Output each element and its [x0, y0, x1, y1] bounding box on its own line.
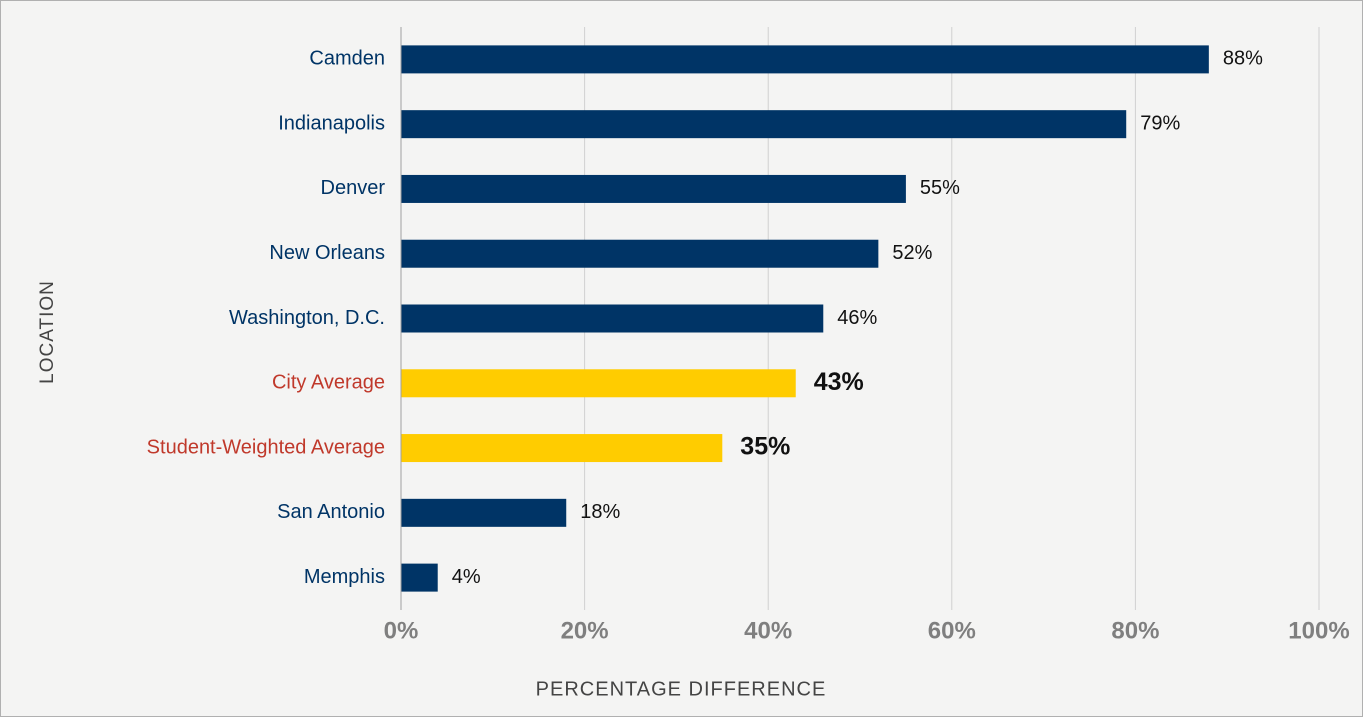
- value-label: 52%: [892, 242, 932, 264]
- x-tick-label: 40%: [744, 617, 792, 644]
- y-tick-label: City Average: [272, 372, 385, 394]
- bar: [401, 110, 1127, 139]
- y-tick-label: Indianapolis: [278, 112, 385, 134]
- bar: [401, 434, 723, 463]
- x-tick-label: 60%: [928, 617, 976, 644]
- value-label: 79%: [1140, 112, 1180, 134]
- y-tick-label: Washington, D.C.: [229, 307, 385, 329]
- x-tick-label: 20%: [561, 617, 609, 644]
- bar: [401, 45, 1209, 74]
- bar: [401, 174, 906, 203]
- y-tick-label: New Orleans: [269, 242, 385, 264]
- value-label: 55%: [920, 177, 960, 199]
- y-tick-label: Denver: [321, 177, 386, 199]
- x-tick-label: 80%: [1111, 617, 1159, 644]
- y-tick-label: Student-Weighted Average: [147, 436, 385, 458]
- value-label: 35%: [740, 433, 790, 461]
- bar: [401, 498, 567, 527]
- x-tick-label: 0%: [384, 617, 419, 644]
- bar: [401, 304, 824, 333]
- value-label: 43%: [814, 368, 864, 396]
- y-axis-title: LOCATION: [37, 280, 58, 384]
- value-label: 4%: [452, 566, 481, 588]
- bar: [401, 563, 438, 592]
- x-axis-title: PERCENTAGE DIFFERENCE: [536, 678, 827, 700]
- y-tick-label: San Antonio: [277, 501, 385, 523]
- value-label: 18%: [580, 501, 620, 523]
- value-label: 46%: [837, 307, 877, 329]
- y-tick-label: Memphis: [304, 566, 385, 588]
- bar: [401, 239, 879, 268]
- x-tick-label: 100%: [1288, 617, 1349, 644]
- bar: [401, 369, 796, 398]
- value-label: 88%: [1223, 48, 1263, 70]
- y-tick-label: Camden: [309, 48, 385, 70]
